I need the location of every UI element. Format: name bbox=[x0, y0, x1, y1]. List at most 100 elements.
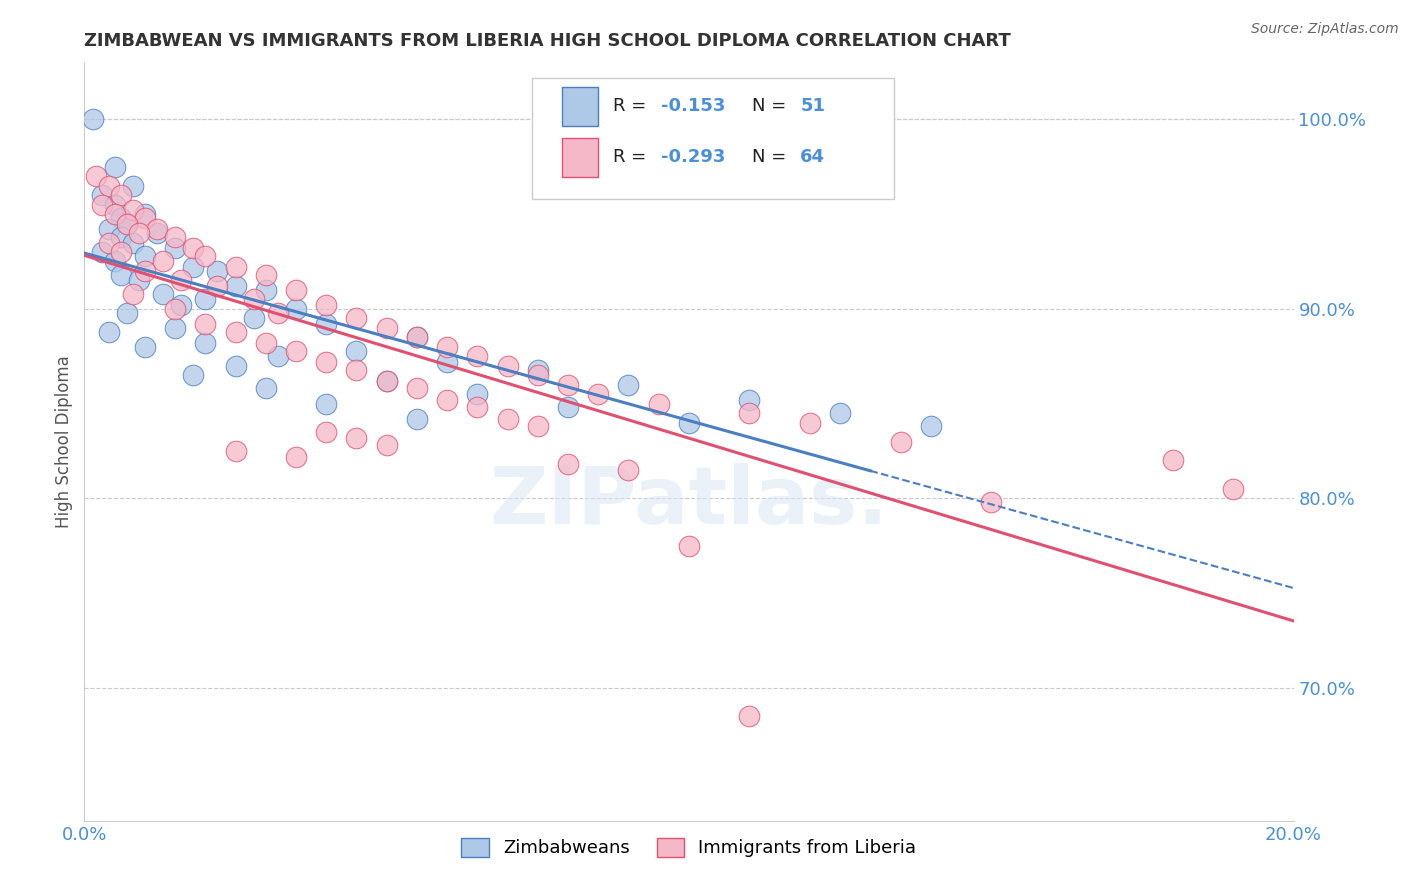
Point bbox=[110, 268, 132, 282]
Point bbox=[617, 377, 640, 392]
Point bbox=[890, 434, 912, 449]
Text: R =: R = bbox=[613, 148, 645, 166]
Point bbox=[104, 254, 127, 268]
Point bbox=[980, 495, 1002, 509]
Point bbox=[146, 222, 169, 236]
Point bbox=[225, 279, 247, 293]
Y-axis label: High School Diploma: High School Diploma bbox=[55, 355, 73, 528]
Point bbox=[254, 283, 277, 297]
Point bbox=[375, 374, 398, 388]
Point bbox=[194, 317, 217, 331]
Point bbox=[91, 244, 114, 259]
Point bbox=[315, 317, 337, 331]
Point bbox=[128, 273, 150, 287]
Text: -0.293: -0.293 bbox=[661, 148, 725, 166]
Point bbox=[436, 355, 458, 369]
Point bbox=[1161, 453, 1184, 467]
Point bbox=[115, 217, 138, 231]
Point bbox=[115, 306, 138, 320]
Point bbox=[267, 349, 290, 363]
Point bbox=[406, 330, 429, 344]
Point bbox=[285, 301, 308, 316]
Point bbox=[254, 336, 277, 351]
Legend: Zimbabweans, Immigrants from Liberia: Zimbabweans, Immigrants from Liberia bbox=[454, 830, 924, 864]
Text: ZIPatlas.: ZIPatlas. bbox=[489, 463, 889, 541]
Point bbox=[830, 406, 852, 420]
Point bbox=[146, 226, 169, 240]
Point bbox=[194, 249, 217, 263]
Point bbox=[496, 359, 519, 373]
Point bbox=[557, 401, 579, 415]
Point bbox=[207, 264, 229, 278]
Point bbox=[97, 222, 120, 236]
Point bbox=[91, 188, 114, 202]
Point bbox=[225, 359, 247, 373]
Point bbox=[617, 463, 640, 477]
Point bbox=[799, 416, 821, 430]
Point bbox=[152, 286, 174, 301]
Point bbox=[165, 241, 187, 255]
Point bbox=[170, 273, 193, 287]
Point bbox=[738, 392, 761, 407]
Point bbox=[104, 197, 127, 211]
Point bbox=[315, 355, 337, 369]
Point bbox=[678, 539, 700, 553]
Point bbox=[375, 321, 398, 335]
Point bbox=[134, 211, 156, 225]
Point bbox=[104, 160, 127, 174]
Point bbox=[315, 397, 337, 411]
Point bbox=[648, 397, 671, 411]
Point bbox=[242, 311, 264, 326]
Point bbox=[134, 207, 156, 221]
Point bbox=[346, 362, 368, 376]
FancyBboxPatch shape bbox=[531, 78, 894, 199]
Point bbox=[496, 412, 519, 426]
Point bbox=[165, 301, 187, 316]
Point bbox=[527, 362, 550, 376]
Point bbox=[346, 311, 368, 326]
Point bbox=[225, 260, 247, 275]
Point bbox=[134, 340, 156, 354]
Point bbox=[254, 382, 277, 396]
Point bbox=[165, 230, 187, 244]
Point bbox=[110, 211, 132, 225]
Point bbox=[225, 325, 247, 339]
Point bbox=[181, 241, 204, 255]
Point bbox=[375, 438, 398, 452]
Point bbox=[82, 112, 104, 127]
Point bbox=[285, 450, 308, 464]
Point bbox=[346, 343, 368, 358]
Point bbox=[110, 230, 132, 244]
Point bbox=[97, 235, 120, 250]
Point bbox=[121, 235, 143, 250]
Point bbox=[406, 412, 429, 426]
Point bbox=[375, 374, 398, 388]
Point bbox=[920, 419, 942, 434]
Point bbox=[315, 425, 337, 439]
Point bbox=[181, 260, 204, 275]
Point bbox=[115, 217, 138, 231]
Point bbox=[467, 387, 489, 401]
Text: N =: N = bbox=[752, 97, 786, 115]
Point bbox=[134, 249, 156, 263]
Point bbox=[97, 178, 120, 193]
Point bbox=[104, 207, 127, 221]
FancyBboxPatch shape bbox=[562, 87, 599, 126]
Point bbox=[527, 419, 550, 434]
Point bbox=[557, 377, 579, 392]
Point bbox=[267, 306, 290, 320]
Text: ZIMBABWEAN VS IMMIGRANTS FROM LIBERIA HIGH SCHOOL DIPLOMA CORRELATION CHART: ZIMBABWEAN VS IMMIGRANTS FROM LIBERIA HI… bbox=[84, 32, 1011, 50]
Point bbox=[170, 298, 193, 312]
Point bbox=[678, 416, 700, 430]
Point bbox=[557, 458, 579, 472]
Text: Source: ZipAtlas.com: Source: ZipAtlas.com bbox=[1251, 22, 1399, 37]
Point bbox=[225, 444, 247, 458]
Point bbox=[121, 203, 143, 218]
FancyBboxPatch shape bbox=[562, 137, 599, 177]
Point bbox=[128, 226, 150, 240]
Text: 51: 51 bbox=[800, 97, 825, 115]
Text: 64: 64 bbox=[800, 148, 825, 166]
Point bbox=[91, 197, 114, 211]
Point bbox=[254, 268, 277, 282]
Point bbox=[110, 188, 132, 202]
